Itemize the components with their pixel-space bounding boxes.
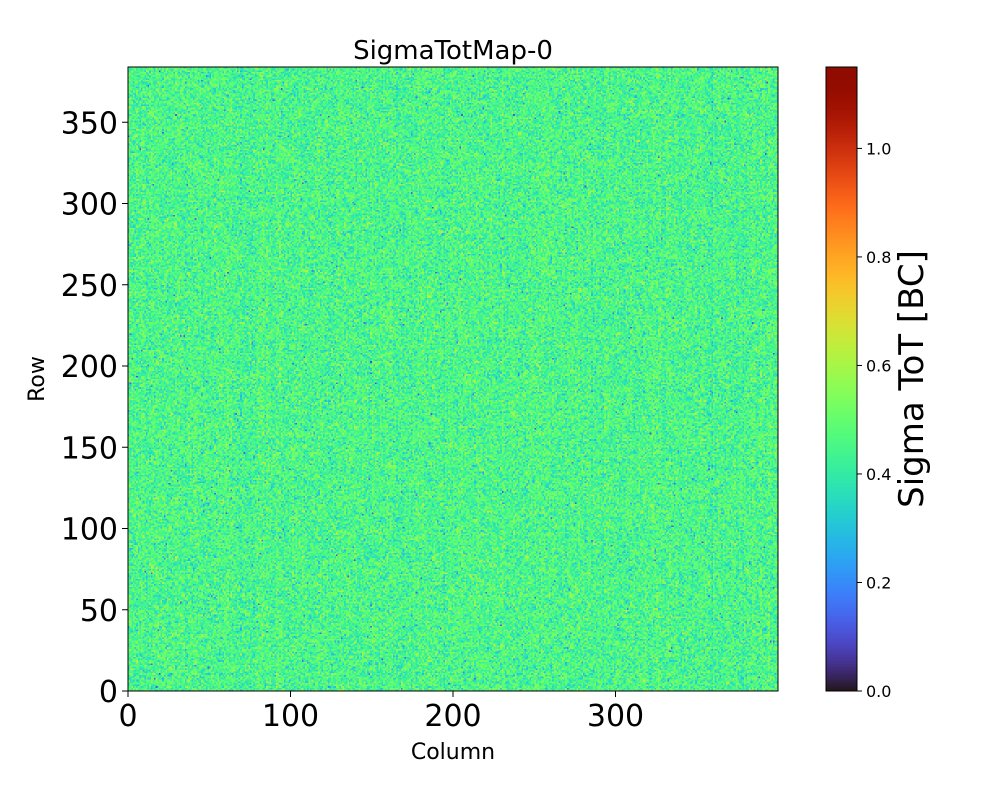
colorbar-ticks: 0.0 0.2 0.4 0.6 0.8 1.0 <box>857 139 891 701</box>
y-tick-label: 0 <box>99 675 118 710</box>
x-tick-label: 200 <box>424 699 481 734</box>
y-tick-label: 100 <box>61 513 118 548</box>
colorbar-tick-label: 0.2 <box>866 573 891 592</box>
y-tick-label: 200 <box>61 350 118 385</box>
y-tick-label: 50 <box>80 594 118 629</box>
y-tick-label: 250 <box>61 269 118 304</box>
colorbar-tick-label: 0.4 <box>866 465 891 484</box>
colorbar-tick-label: 0.0 <box>866 682 891 701</box>
colorbar-tick-label: 0.6 <box>866 356 891 375</box>
chart-title: SigmaTotMap-0 <box>353 36 553 66</box>
x-tick-label: 0 <box>118 699 137 734</box>
colorbar-gradient <box>826 67 857 691</box>
plot-frame <box>127 66 779 692</box>
y-tick-label: 300 <box>61 188 118 223</box>
colorbar-tick-label: 0.8 <box>866 248 891 267</box>
x-tick-label: 100 <box>262 699 319 734</box>
heatmap-image <box>128 67 778 691</box>
colorbar-tick-label: 1.0 <box>866 139 891 158</box>
colorbar-frame <box>825 66 858 692</box>
x-axis-label: Column <box>411 740 495 765</box>
x-tick-label: 300 <box>587 699 644 734</box>
x-axis-ticks: 0 100 200 300 <box>118 691 644 734</box>
y-axis-ticks: 0 50 100 150 200 250 300 350 <box>61 106 128 710</box>
colorbar-label: Sigma ToT [BC] <box>892 250 932 508</box>
y-axis-label: Row <box>25 356 50 402</box>
y-tick-label: 150 <box>61 431 118 466</box>
y-tick-label: 350 <box>61 106 118 141</box>
